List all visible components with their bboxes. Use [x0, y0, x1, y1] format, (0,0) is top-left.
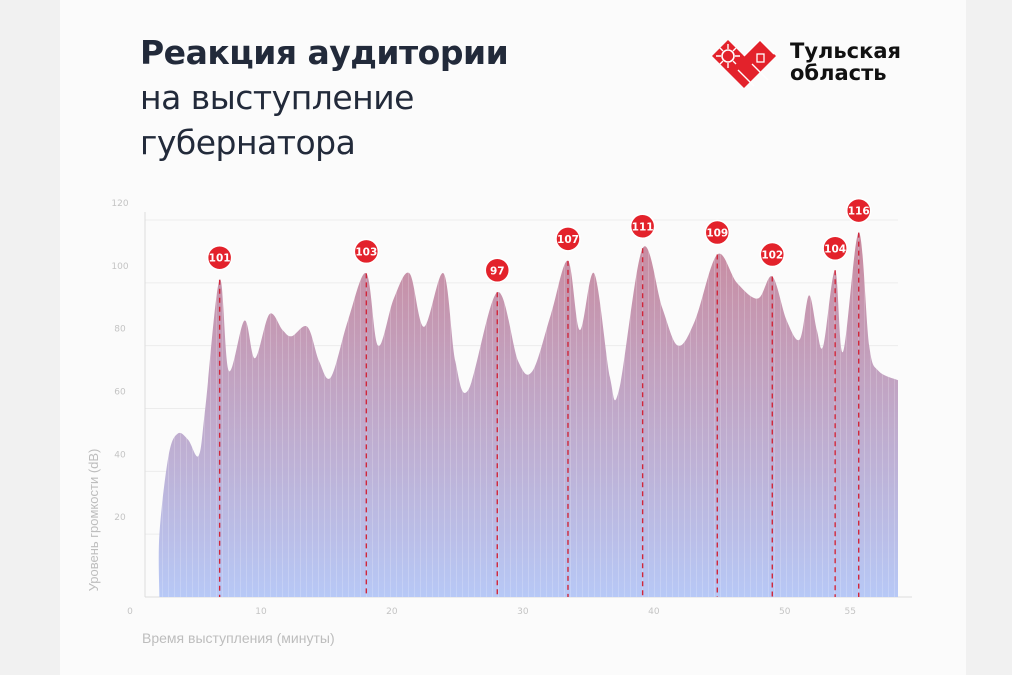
- peak-label: 101: [209, 253, 231, 265]
- y-axis-label: Уровень громкости (dB): [86, 449, 101, 592]
- peak-label: 107: [557, 234, 579, 246]
- peak-marker: [822, 235, 848, 262]
- x-tick-label: 55: [845, 607, 856, 617]
- logo-text-line-1: Тульская: [790, 39, 902, 63]
- peak-label: 97: [490, 265, 505, 277]
- peak-marker: [629, 213, 656, 240]
- y-tick-label: 60: [114, 388, 126, 398]
- peak-marker: [206, 244, 233, 271]
- peak-label: 103: [355, 246, 377, 258]
- heart-logo-icon: [712, 39, 776, 88]
- peak-marker: [484, 257, 511, 284]
- y-tick-label: 80: [114, 325, 126, 335]
- title-line-2: на выступление: [140, 78, 414, 117]
- peak-marker: [759, 241, 786, 268]
- x-axis-label: Время выступления (минуты): [142, 630, 335, 646]
- x-tick-label: 0: [127, 607, 133, 617]
- page-title: Реакция аудитории на выступление губерна…: [140, 30, 509, 165]
- peak-marker: [353, 238, 380, 265]
- x-tick-label: 10: [255, 607, 267, 617]
- y-tick-label: 20: [114, 513, 126, 523]
- logo: Тульская область: [708, 34, 901, 90]
- x-tick-label: 50: [779, 607, 791, 617]
- y-tick-label: 100: [111, 262, 128, 272]
- x-tick-label: 40: [648, 607, 660, 617]
- peak-label: 102: [761, 250, 783, 262]
- peak-marker: [555, 226, 581, 252]
- x-tick-label: 20: [386, 607, 398, 617]
- title-line-1: Реакция аудитории: [140, 33, 509, 72]
- peak-marker: [845, 197, 872, 224]
- peak-label: 104: [824, 243, 846, 255]
- peak-label: 109: [706, 228, 728, 240]
- peak-label: 116: [848, 206, 870, 218]
- logo-text-line-2: область: [790, 61, 887, 85]
- peak-marker: [704, 219, 731, 246]
- area-texture: [158, 232, 898, 597]
- y-tick-label: 120: [111, 199, 128, 209]
- y-tick-label: 40: [114, 450, 126, 460]
- x-tick-label: 30: [517, 607, 529, 617]
- peak-label: 111: [632, 221, 654, 233]
- title-line-3: губернатора: [140, 123, 356, 162]
